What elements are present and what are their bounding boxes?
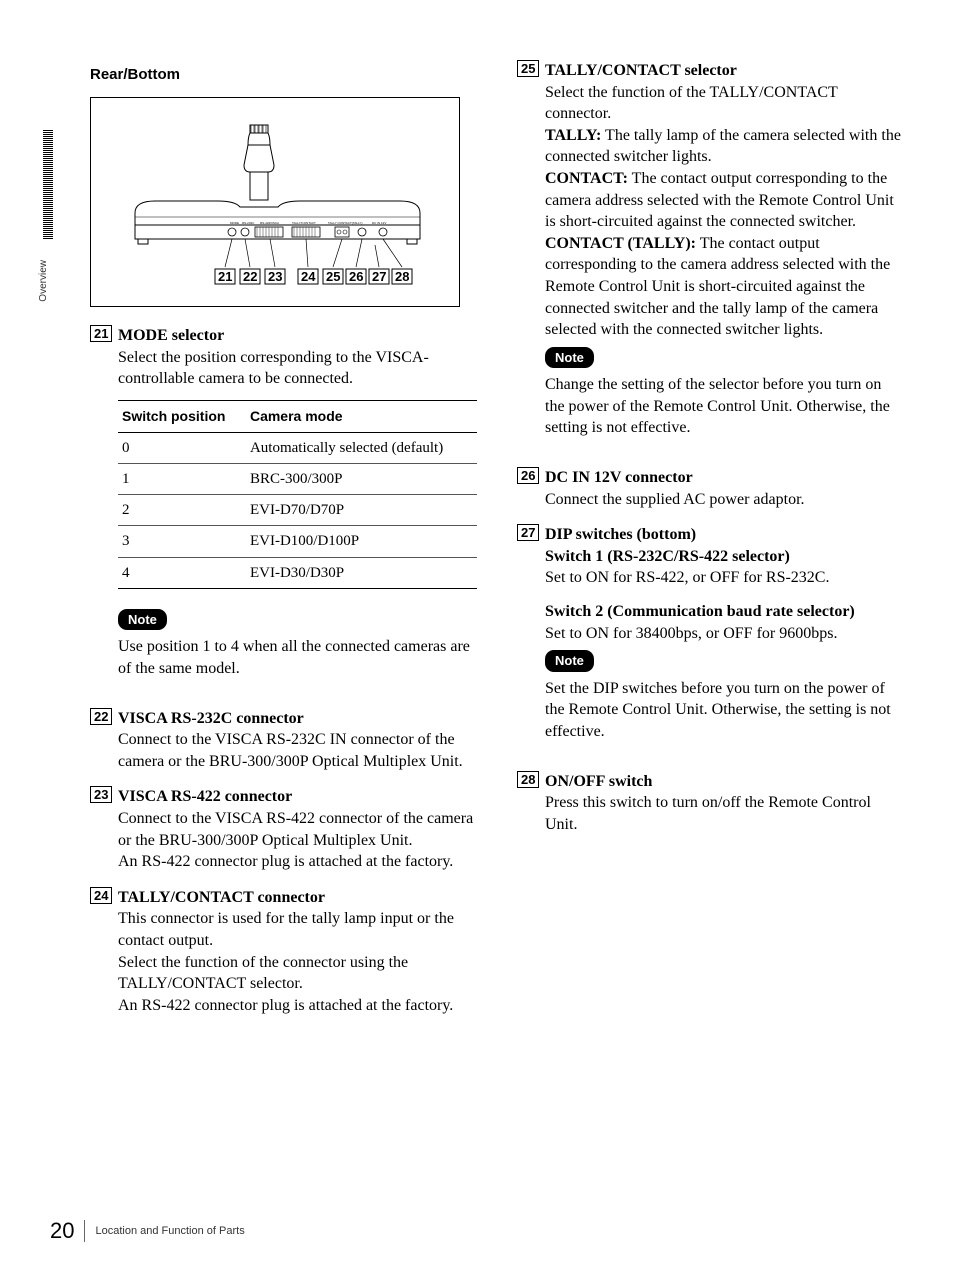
svg-text:23: 23: [268, 269, 282, 284]
sub-title: Switch 2 (Communication baud rate select…: [545, 603, 855, 620]
svg-text:21: 21: [218, 269, 232, 284]
item-21: 21 MODE selector Select the position cor…: [90, 325, 477, 694]
item-26: 26 DC IN 12V connector Connect the suppl…: [517, 467, 904, 510]
note-body: Change the setting of the selector befor…: [545, 374, 904, 439]
svg-text:22: 22: [243, 269, 257, 284]
svg-text:TALLY/CONTACT: TALLY/CONTACT: [292, 221, 316, 225]
callout-number: 23: [90, 786, 112, 803]
item-title: TALLY/CONTACT selector: [545, 62, 737, 79]
left-column: Rear/Bottom: [90, 60, 477, 1030]
svg-text:VISCA: VISCA: [270, 221, 279, 225]
item-desc: This connector is used for the tally lam…: [118, 908, 477, 1016]
chapter-tab: [43, 130, 53, 240]
svg-text:27: 27: [372, 269, 386, 284]
item-desc: Set to ON for RS-422, or OFF for RS-232C…: [545, 567, 904, 589]
item-entry: CONTACT (TALLY): The contact output corr…: [545, 233, 904, 341]
note-badge: Note: [545, 347, 594, 369]
table-header: Switch position: [118, 400, 246, 432]
table-row: 1BRC-300/300P: [118, 463, 477, 494]
item-title: DC IN 12V connector: [545, 469, 693, 486]
item-desc: Select the position corresponding to the…: [118, 347, 477, 390]
note-body: Use position 1 to 4 when all the connect…: [118, 636, 477, 679]
item-title: MODE selector: [118, 327, 224, 344]
table-row: 0Automatically selected (default): [118, 432, 477, 463]
note-badge: Note: [545, 650, 594, 672]
svg-text:DC IN 12V: DC IN 12V: [372, 221, 386, 225]
rear-bottom-diagram: MODE RS-232C RS-422 VISCA TALLY/CONTACT …: [90, 97, 460, 307]
section-heading-rear-bottom: Rear/Bottom: [90, 66, 477, 83]
item-desc: Select the function of the TALLY/CONTACT…: [545, 82, 904, 125]
callout-number: 24: [90, 887, 112, 904]
item-desc: Press this switch to turn on/off the Rem…: [545, 792, 904, 835]
item-desc: Connect to the VISCA RS-422 connector of…: [118, 808, 477, 873]
item-title: VISCA RS-422 connector: [118, 788, 292, 805]
note-body: Set the DIP switches before you turn on …: [545, 678, 904, 743]
footer-text: Location and Function of Parts: [95, 1225, 244, 1237]
callout-number: 22: [90, 708, 112, 725]
table-row: 3EVI-D100/D100P: [118, 526, 477, 557]
mode-table: Switch position Camera mode 0Automatical…: [118, 400, 477, 589]
item-22: 22 VISCA RS-232C connector Connect to th…: [90, 708, 477, 773]
svg-text:MODE: MODE: [230, 221, 239, 225]
item-desc: Connect the supplied AC power adaptor.: [545, 489, 904, 511]
item-desc: Connect to the VISCA RS-232C IN connecto…: [118, 729, 477, 772]
svg-text:RS-422: RS-422: [260, 221, 271, 225]
joystick-rear-svg: MODE RS-232C RS-422 VISCA TALLY/CONTACT …: [100, 107, 450, 297]
page-footer: 20 Location and Function of Parts: [50, 1218, 245, 1244]
callout-number: 26: [517, 467, 539, 484]
item-28: 28 ON/OFF switch Press this switch to tu…: [517, 771, 904, 836]
svg-text:TALLY CONTACT(TALLY): TALLY CONTACT(TALLY): [328, 221, 363, 225]
item-title: DIP switches (bottom): [545, 526, 696, 543]
svg-text:25: 25: [326, 269, 340, 284]
callout-number: 25: [517, 60, 539, 77]
table-row: 4EVI-D30/D30P: [118, 557, 477, 588]
table-row: 2EVI-D70/D70P: [118, 495, 477, 526]
chapter-tab-label: Overview: [38, 260, 49, 302]
svg-text:28: 28: [395, 269, 409, 284]
item-entry: TALLY: The tally lamp of the camera sele…: [545, 125, 904, 168]
callout-number: 27: [517, 524, 539, 541]
manual-page: Overview Rear/Bottom: [0, 0, 954, 1274]
page-number: 20: [50, 1218, 74, 1244]
item-24: 24 TALLY/CONTACT connector This connecto…: [90, 887, 477, 1017]
right-column: 25 TALLY/CONTACT selector Select the fun…: [517, 60, 904, 1030]
item-entry: CONTACT: The contact output correspondin…: [545, 168, 904, 233]
item-desc: Set to ON for 38400bps, or OFF for 9600b…: [545, 623, 904, 645]
content-columns: Rear/Bottom: [90, 60, 904, 1030]
sub-title: Switch 1 (RS-232C/RS-422 selector): [545, 548, 790, 565]
table-header: Camera mode: [246, 400, 477, 432]
item-title: TALLY/CONTACT connector: [118, 889, 325, 906]
item-23: 23 VISCA RS-422 connector Connect to the…: [90, 786, 477, 872]
callout-number: 21: [90, 325, 112, 342]
item-27: 27 DIP switches (bottom) Switch 1 (RS-23…: [517, 524, 904, 756]
footer-divider: [84, 1220, 85, 1242]
svg-text:26: 26: [349, 269, 363, 284]
svg-text:24: 24: [301, 269, 316, 284]
callout-number: 28: [517, 771, 539, 788]
item-title: VISCA RS-232C connector: [118, 710, 304, 727]
svg-text:RS-232C: RS-232C: [242, 221, 255, 225]
note-badge: Note: [118, 609, 167, 631]
item-25: 25 TALLY/CONTACT selector Select the fun…: [517, 60, 904, 453]
item-title: ON/OFF switch: [545, 773, 652, 790]
